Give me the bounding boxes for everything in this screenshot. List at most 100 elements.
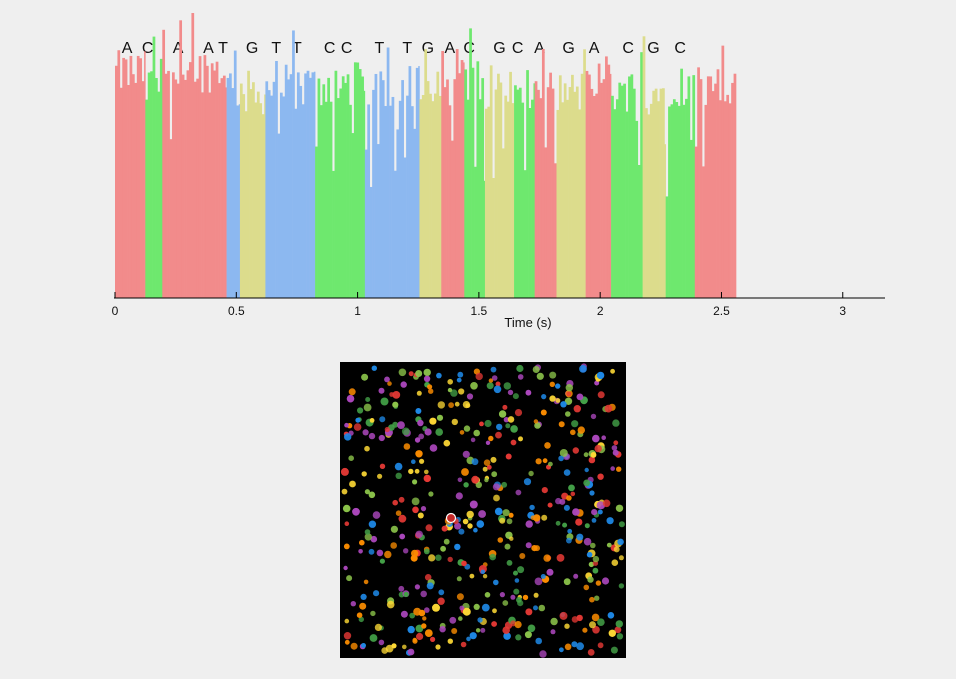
cluster-dot	[456, 576, 462, 582]
trace-bar	[618, 82, 622, 298]
cluster-dot	[510, 425, 518, 433]
trace-bar	[363, 90, 366, 298]
cluster-dot	[529, 504, 535, 511]
trace-bar	[341, 76, 345, 298]
cluster-dot	[350, 601, 356, 607]
trace-bar	[546, 87, 550, 298]
cluster-dot	[469, 500, 478, 509]
base-call-letter: T	[218, 40, 228, 57]
cluster-dot	[424, 607, 430, 613]
x-tick-label: 0.5	[228, 304, 245, 318]
cluster-dot	[571, 420, 579, 428]
cluster-dot	[469, 632, 477, 640]
cluster-dot	[359, 602, 367, 610]
cluster-dot	[559, 611, 568, 620]
trace-bar	[659, 88, 663, 298]
cluster-dot	[428, 388, 434, 394]
trace-bar	[620, 85, 624, 298]
base-call-letter: C	[324, 40, 336, 57]
cluster-dot	[427, 384, 433, 390]
cluster-dot	[342, 504, 351, 513]
cluster-dot	[379, 463, 386, 469]
trace-bar	[463, 62, 465, 299]
trace-bar	[628, 76, 631, 298]
cluster-dot	[540, 409, 547, 416]
trace-bar	[526, 70, 529, 298]
trace-bar	[623, 83, 626, 298]
cluster-dot	[344, 639, 350, 645]
cluster-dot	[504, 543, 511, 550]
trace-bar	[699, 79, 703, 298]
cluster-dot	[513, 588, 520, 595]
cluster-dot	[348, 388, 356, 396]
cluster-dot	[488, 378, 494, 383]
cluster-dot	[441, 525, 448, 532]
trace-bar	[334, 70, 338, 299]
cluster-dot	[384, 550, 392, 559]
cluster-dot	[368, 432, 376, 440]
base-call-letter: C	[674, 40, 686, 57]
trace-bar	[119, 87, 123, 299]
cluster-dot	[455, 492, 463, 500]
trace-bar	[541, 48, 545, 299]
cluster-dot	[492, 483, 500, 491]
cluster-dot	[532, 366, 540, 373]
cluster-dot	[566, 495, 572, 501]
cluster-dot	[438, 589, 445, 596]
cluster-dot	[525, 520, 533, 528]
trace-bar	[492, 177, 495, 298]
base-call-letter: A	[534, 40, 545, 57]
cluster-dot	[515, 634, 522, 641]
cluster-dot	[495, 381, 501, 387]
cluster-dot	[384, 426, 390, 433]
cluster-dot	[476, 520, 485, 528]
trace-bar	[597, 63, 601, 299]
trace-bar	[322, 84, 326, 298]
trace-bar	[464, 69, 468, 298]
cluster-dot	[395, 472, 402, 479]
trace-bar	[605, 56, 608, 299]
cluster-dot	[584, 523, 590, 529]
cluster-dot	[586, 551, 593, 558]
trace-bar	[487, 106, 491, 298]
base-call-letter: A	[203, 40, 214, 57]
trace-bar	[571, 74, 574, 298]
trace-bar	[213, 70, 216, 298]
trace-bar	[264, 94, 266, 299]
cluster-dot	[489, 553, 496, 561]
cluster-dot	[606, 542, 612, 548]
cluster-dot	[391, 643, 397, 649]
trace-bar	[494, 89, 498, 298]
cluster-dot	[528, 470, 534, 477]
cluster-dot	[565, 411, 571, 417]
trace-bar	[478, 99, 482, 298]
cluster-dot	[437, 597, 445, 605]
trace-bar	[516, 89, 520, 298]
cluster-dot	[562, 522, 568, 528]
cluster-dot	[395, 510, 402, 516]
cluster-dot	[424, 469, 429, 475]
trace-bar	[455, 49, 459, 298]
cluster-dot	[596, 371, 605, 380]
x-axis-label: Time (s)	[504, 315, 551, 330]
cluster-dot	[533, 592, 539, 598]
trace-bar	[259, 103, 263, 299]
trace-bar	[306, 70, 310, 298]
cluster-dot	[541, 487, 548, 494]
trace-bar	[566, 99, 569, 298]
cluster-dot	[508, 512, 514, 518]
trace-bar	[680, 68, 683, 299]
cluster-dot	[549, 395, 556, 402]
trace-bar	[215, 61, 219, 298]
trace-bar	[196, 78, 199, 298]
trace-bar	[294, 108, 298, 298]
cluster-dot	[361, 643, 366, 648]
cluster-dot	[461, 560, 467, 567]
cluster-dot	[604, 404, 613, 413]
cluster-dot	[414, 584, 420, 590]
trace-bar	[413, 128, 417, 298]
trace-bar	[489, 65, 493, 299]
trace-bar	[506, 101, 510, 298]
cluster-dot	[364, 445, 370, 452]
cluster-dot	[486, 382, 494, 390]
